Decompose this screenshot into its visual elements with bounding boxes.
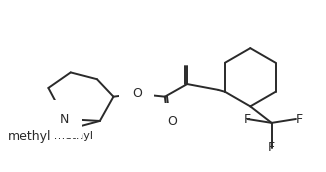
Text: F: F: [295, 112, 303, 126]
Text: O: O: [168, 115, 178, 128]
Text: O: O: [132, 87, 142, 100]
Text: methyl: methyl: [8, 130, 51, 143]
Text: F: F: [244, 112, 251, 126]
Text: N: N: [60, 112, 69, 126]
Text: F: F: [268, 141, 275, 154]
Text: methyl: methyl: [54, 131, 93, 142]
